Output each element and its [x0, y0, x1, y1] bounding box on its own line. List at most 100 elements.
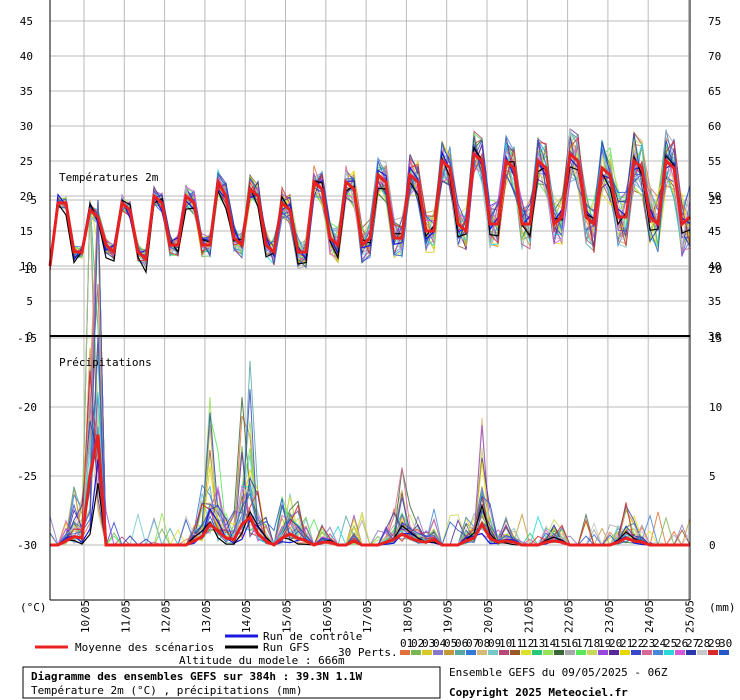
precip-right-tick: 5 — [709, 470, 716, 483]
plot-frame — [49, 0, 691, 601]
main-series-lines — [48, 146, 691, 547]
perts-label: 30 Perts. — [338, 646, 398, 659]
temp-right-tick: 60 — [708, 120, 721, 133]
footer-box — [22, 666, 441, 699]
date-tick: 18/05 — [401, 600, 414, 633]
pert-swatch — [609, 650, 619, 655]
pert-swatch — [521, 650, 531, 655]
pert-number: 01 — [400, 637, 413, 650]
pert-swatch — [444, 650, 454, 655]
gfs-legend-label: Run GFS — [263, 641, 309, 654]
date-tick: 11/05 — [119, 600, 132, 633]
pert-swatch — [708, 650, 718, 655]
pert-number: 21 — [620, 637, 633, 650]
precip-left-tick: -25 — [17, 470, 37, 483]
date-tick: 10/05 — [79, 600, 92, 633]
pert-number: 24 — [653, 637, 667, 650]
altitude-label: Altitude du modele : 666m — [179, 654, 345, 667]
pert-swatch — [554, 650, 564, 655]
temp-left-tick: 10 — [20, 260, 33, 273]
pert-number: 29 — [708, 637, 721, 650]
pert-number: 14 — [543, 637, 557, 650]
pert-swatch — [466, 650, 476, 655]
temp-left-tick: 35 — [20, 85, 33, 98]
precip-left-tick: -30 — [17, 539, 37, 552]
date-tick: 22/05 — [563, 600, 576, 633]
temp-left-tick: 5 — [26, 295, 33, 308]
temp-right-tick: 40 — [708, 260, 721, 273]
pert-swatch — [543, 650, 553, 655]
pert-swatch — [510, 650, 520, 655]
temp-right-tick: 65 — [708, 85, 721, 98]
temp-right-tick: 45 — [708, 225, 721, 238]
date-tick: 24/05 — [643, 600, 656, 633]
pert-number: 03 — [422, 637, 435, 650]
perturbation-legend: 0102030405060708091011121314151617181920… — [400, 637, 732, 655]
date-tick: 17/05 — [361, 600, 374, 633]
date-tick: 25/05 — [684, 600, 697, 633]
temp-right-tick: 75 — [708, 15, 721, 28]
temp-right-tick: 30 — [708, 330, 721, 343]
control-legend-label: Run de contrôle — [263, 630, 362, 643]
pert-number: 15 — [554, 637, 567, 650]
pert-number: 05 — [444, 637, 457, 650]
pert-number: 12 — [521, 637, 534, 650]
pert-number: 28 — [697, 637, 710, 650]
date-tick: 12/05 — [160, 600, 173, 633]
temp-left-tick: 30 — [20, 120, 33, 133]
pert-swatch — [631, 650, 641, 655]
pert-number: 06 — [455, 637, 468, 650]
pert-swatch — [664, 650, 674, 655]
temp-left-tick: 20 — [20, 190, 33, 203]
precip-left-tick: -5 — [24, 194, 37, 207]
temp-panel-label: Températures 2m — [59, 171, 159, 184]
pert-swatch — [576, 650, 586, 655]
precip-right-tick: 10 — [709, 401, 722, 414]
pert-swatch — [719, 650, 729, 655]
precip-right-tick: 25 — [709, 194, 722, 207]
pert-swatch — [697, 650, 707, 655]
mean-temp-line — [48, 150, 691, 267]
pert-swatch — [411, 650, 421, 655]
pert-swatch — [422, 650, 432, 655]
precip-right-tick: 20 — [709, 263, 722, 276]
precip-left-tick: -15 — [17, 332, 37, 345]
date-tick: 15/05 — [281, 600, 294, 633]
legend: Moyenne des scénarios Run de contrôle Ru… — [35, 630, 732, 667]
pert-number: 07 — [466, 637, 479, 650]
left-unit-label: (°C) — [20, 601, 47, 614]
pert-swatch — [400, 650, 410, 655]
pert-swatch — [565, 650, 575, 655]
date-tick: 14/05 — [240, 600, 253, 633]
pert-number: 20 — [609, 637, 622, 650]
precip-right-tick: 0 — [709, 539, 716, 552]
pert-swatch — [532, 650, 542, 655]
date-tick: 21/05 — [522, 600, 535, 633]
temp-right-tick: 50 — [708, 190, 721, 203]
pert-swatch — [686, 650, 696, 655]
pert-number: 04 — [433, 637, 447, 650]
copyright: Copyright 2025 Meteociel.fr — [449, 686, 628, 699]
temp-left-tick: 15 — [20, 225, 33, 238]
pert-number: 10 — [499, 637, 512, 650]
pert-swatch — [675, 650, 685, 655]
temp-left-tick: 45 — [20, 15, 33, 28]
pert-number: 18 — [587, 637, 600, 650]
pert-number: 25 — [664, 637, 677, 650]
precip-panel-label: Précipitations — [59, 356, 152, 369]
footer-title: Diagramme des ensembles GEFS sur 384h : … — [31, 670, 363, 683]
pert-number: 30 — [719, 637, 732, 650]
pert-number: 27 — [686, 637, 699, 650]
date-tick: 13/05 — [200, 600, 213, 633]
pert-number: 26 — [675, 637, 688, 650]
pert-number: 17 — [576, 637, 589, 650]
pert-swatch — [642, 650, 652, 655]
pert-swatch — [433, 650, 443, 655]
pert-swatch — [488, 650, 498, 655]
temp-left-tick: 25 — [20, 155, 33, 168]
right-unit-label: (mm) — [709, 601, 736, 614]
pert-number: 13 — [532, 637, 545, 650]
pert-number: 23 — [642, 637, 655, 650]
